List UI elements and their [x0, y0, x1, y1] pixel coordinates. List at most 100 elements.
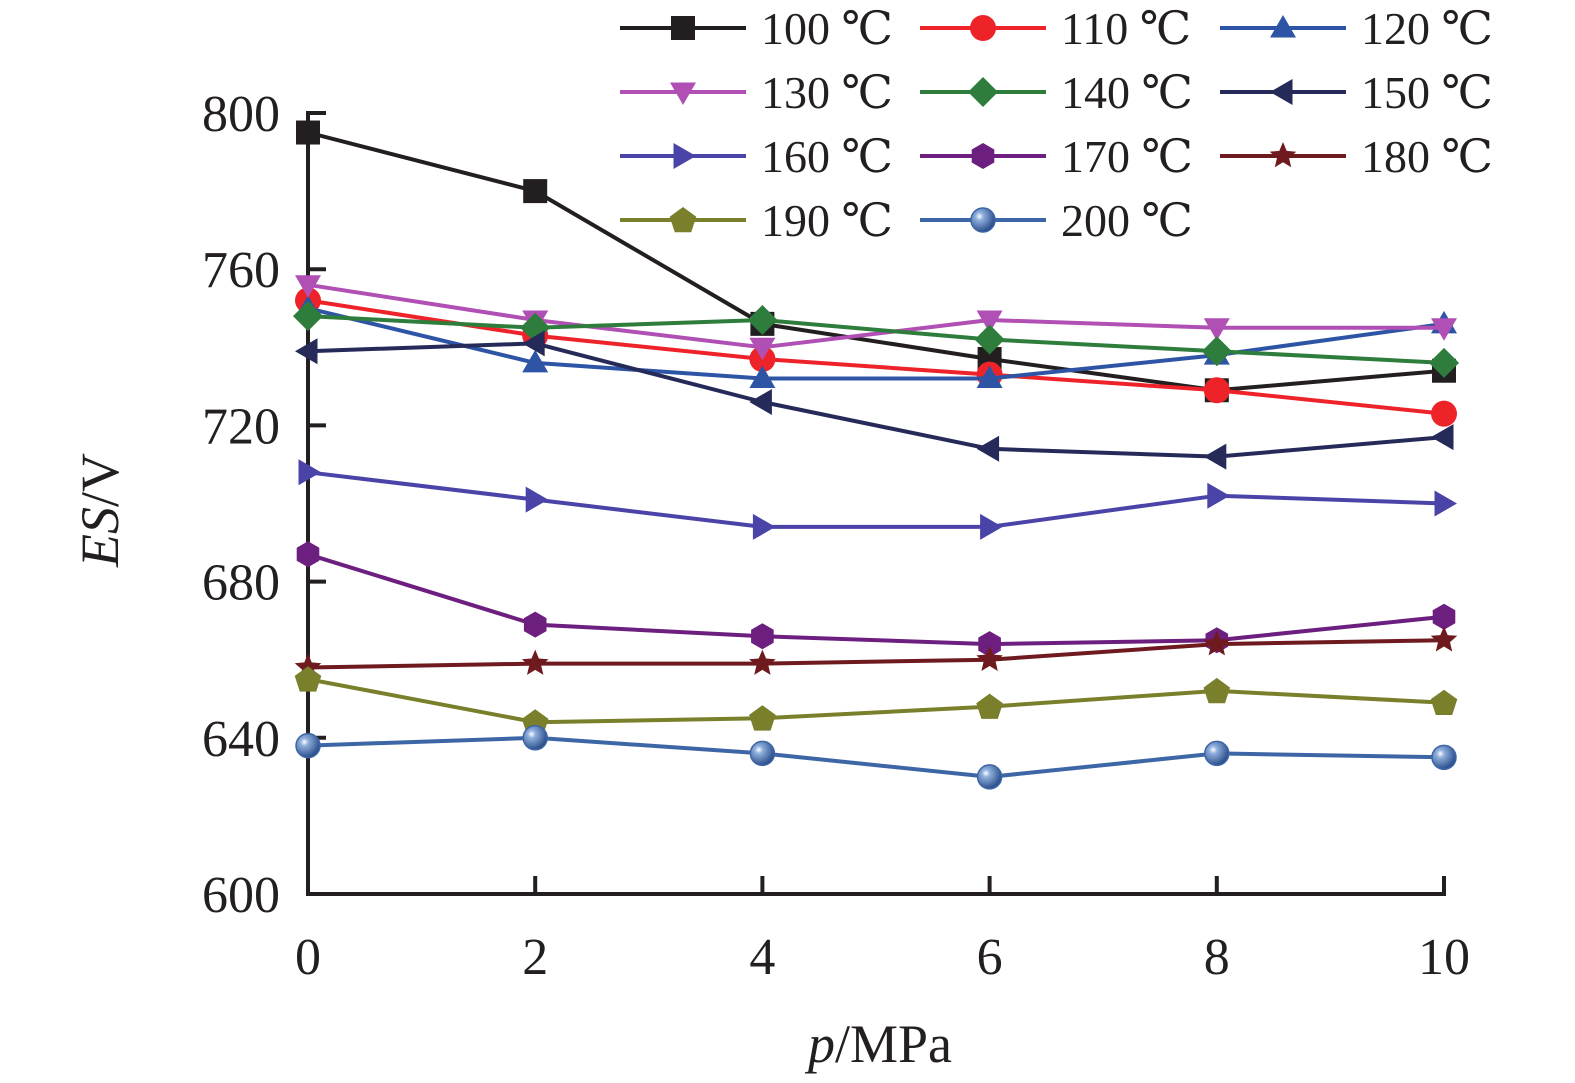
- data-point: [751, 623, 774, 650]
- legend-item: 200 ℃: [920, 195, 1193, 246]
- data-point: [747, 305, 778, 335]
- data-point: [296, 120, 320, 145]
- x-axis-title-unit: /MPa: [835, 1014, 952, 1074]
- data-point: [296, 541, 320, 568]
- series-5: [295, 330, 1454, 470]
- legend-item: 140 ℃: [920, 67, 1193, 118]
- legend-item: 160 ℃: [620, 131, 893, 182]
- series-9: [294, 666, 1458, 735]
- legend-label: 110 ℃: [1061, 3, 1191, 54]
- series-line: [307, 470, 1445, 529]
- data-point: [523, 611, 547, 638]
- data-point: [749, 740, 776, 767]
- y-tick-label: 720: [202, 398, 280, 455]
- data-point: [976, 365, 1003, 388]
- x-tick-label: 10: [1418, 929, 1470, 986]
- data-point: [976, 645, 1003, 671]
- data-point: [1203, 677, 1231, 704]
- legend-label: 100 ℃: [761, 3, 893, 54]
- legend-item: 130 ℃: [620, 67, 893, 118]
- data-point: [1430, 689, 1458, 715]
- data-point: [521, 649, 549, 675]
- data-point: [294, 666, 322, 692]
- series-4: [293, 301, 1459, 378]
- legend-marker: [970, 207, 996, 233]
- data-point: [749, 649, 776, 675]
- legend-item: 120 ℃: [1220, 3, 1493, 54]
- series-8: [294, 626, 1458, 679]
- data-point: [749, 389, 772, 415]
- legend-label: 170 ℃: [1061, 131, 1193, 182]
- legend-item: 110 ℃: [920, 3, 1191, 54]
- data-point: [1431, 424, 1454, 451]
- data-point: [293, 301, 323, 332]
- data-point: [295, 732, 321, 759]
- legend-marker: [671, 16, 695, 40]
- data-point: [1204, 740, 1230, 767]
- series-line: [307, 341, 1445, 459]
- x-tick-label: 6: [977, 929, 1003, 986]
- legend-marker: [669, 207, 697, 233]
- legend-item: 190 ℃: [620, 195, 893, 246]
- data-point: [749, 365, 776, 388]
- series-layer: [293, 120, 1459, 790]
- series-7: [296, 541, 1456, 658]
- series-line: [307, 735, 1445, 779]
- series-line: [307, 298, 1445, 416]
- legend-label: 190 ℃: [761, 195, 893, 246]
- data-point: [1430, 626, 1458, 652]
- data-point: [1431, 318, 1457, 341]
- x-tick-label: 4: [749, 929, 775, 986]
- data-point: [523, 179, 548, 204]
- series-10: [295, 725, 1457, 790]
- data-point: [749, 705, 776, 731]
- series-line: [307, 282, 1444, 350]
- data-point: [298, 459, 321, 486]
- legend-marker: [970, 15, 996, 41]
- series-line: [307, 306, 1445, 381]
- legend-marker: [1270, 15, 1296, 38]
- legend-label: 200 ℃: [1061, 195, 1193, 246]
- legend-label: 180 ℃: [1361, 131, 1493, 182]
- data-point: [976, 693, 1003, 719]
- data-point: [1431, 744, 1457, 771]
- x-tick-label: 8: [1204, 929, 1230, 986]
- data-point: [1434, 490, 1457, 517]
- legend-marker: [1270, 79, 1293, 105]
- data-point: [974, 324, 1005, 355]
- legend-item: 100 ℃: [620, 3, 893, 54]
- legend-item: 180 ℃: [1220, 131, 1493, 182]
- data-point: [749, 337, 776, 361]
- data-point: [1203, 630, 1231, 656]
- x-axis-title-var: p: [804, 1014, 835, 1074]
- legend-marker: [971, 143, 995, 169]
- series-line: [307, 552, 1445, 647]
- data-point: [976, 435, 1000, 462]
- legend-marker: [1269, 142, 1297, 168]
- data-point: [980, 513, 1003, 540]
- data-point: [1201, 336, 1232, 367]
- y-tick-label: 680: [202, 555, 280, 612]
- series-line: [307, 130, 1445, 393]
- x-tick-label: 2: [522, 929, 548, 986]
- data-point: [1207, 482, 1230, 509]
- legend-item: 150 ℃: [1220, 67, 1493, 118]
- x-axis-title: p/MPa: [804, 1014, 952, 1074]
- series-3: [295, 275, 1457, 361]
- legend: 100 ℃ 110 ℃ 120 ℃ 130 ℃ 140 ℃ 150 ℃ 160 ℃ 170 ℃…: [620, 3, 1493, 246]
- series-line: [307, 677, 1445, 725]
- data-point: [976, 310, 1003, 333]
- data-point: [1431, 400, 1457, 427]
- data-point: [976, 764, 1003, 790]
- data-point: [752, 513, 776, 540]
- data-point: [1432, 603, 1456, 630]
- legend-label: 150 ℃: [1361, 67, 1493, 118]
- legend-marker: [673, 143, 696, 169]
- data-point: [525, 486, 549, 513]
- y-tick-label: 800: [202, 86, 280, 143]
- y-tick-label: 760: [202, 242, 280, 299]
- legend-label: 140 ℃: [1061, 67, 1193, 118]
- data-point: [522, 725, 548, 751]
- series-6: [298, 459, 1457, 540]
